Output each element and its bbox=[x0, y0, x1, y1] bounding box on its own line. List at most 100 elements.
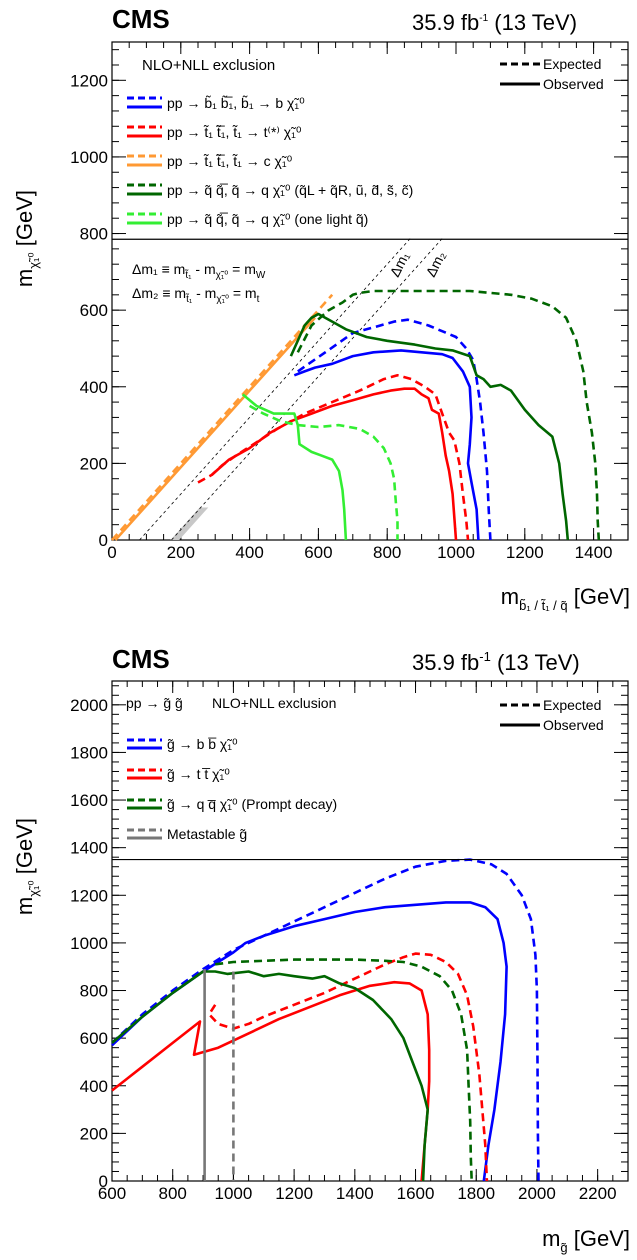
top-ytick-label: 800 bbox=[80, 225, 108, 244]
bottom-lumi-value: 35.9 fb bbox=[412, 650, 479, 675]
bottom-style-expected-label: Expected bbox=[543, 697, 601, 713]
top-band bbox=[170, 507, 209, 540]
top-ytick-label: 1200 bbox=[70, 71, 108, 90]
top-reference-line-dm1 bbox=[139, 237, 412, 541]
bottom-series-t-expected bbox=[207, 952, 489, 1182]
top-y-axis-title: mχ̃₁⁰ [GeV] bbox=[12, 190, 41, 287]
top-ytick-label: 0 bbox=[99, 531, 108, 550]
top-xtick-label: 1400 bbox=[575, 543, 613, 562]
top-series bbox=[111, 289, 601, 541]
bottom-ytick-label: 600 bbox=[80, 1029, 108, 1048]
bottom-legend-process: pp → g̃ g̃ bbox=[126, 695, 183, 711]
bottom-xtick-label: 1600 bbox=[397, 1184, 435, 1203]
top-cms-label: CMS bbox=[112, 4, 170, 34]
bottom-lumi-label: 35.9 fb-1 (13 TeV) bbox=[412, 649, 580, 675]
top-lumi-value: 35.9 fb bbox=[412, 10, 479, 35]
bottom-xtick-label: 1200 bbox=[275, 1184, 313, 1203]
bottom-frame bbox=[111, 680, 629, 1182]
bottom-ytick-label: 800 bbox=[80, 982, 108, 1001]
bottom-ytick-label: 1200 bbox=[70, 886, 108, 905]
bottom-series-q-expected bbox=[215, 958, 473, 1182]
bottom-style-observed-label: Observed bbox=[543, 717, 604, 733]
bottom-series-q-observed bbox=[111, 970, 430, 1182]
bottom-xtick-label: 1800 bbox=[457, 1184, 495, 1203]
top-ref-label-dm2: Δm₂ bbox=[422, 249, 448, 280]
bottom-legend: pp → g̃ g̃ NLO+NLL exclusion Expected Ob… bbox=[126, 695, 604, 842]
top-plot-area: 0 200 400 600 800 1000 1200 1400 0 200 400 600 800 10… bbox=[70, 41, 629, 562]
top-series-squark1-expected bbox=[248, 404, 399, 540]
top-xtick-label: 600 bbox=[304, 543, 332, 562]
top-xtick-label: 400 bbox=[235, 543, 263, 562]
bottom-legend-header-text: NLO+NLL exclusion bbox=[212, 695, 336, 711]
bottom-ytick-label: 200 bbox=[80, 1124, 108, 1143]
top-x-axis-title: mb̃₁ / t̃₁ / q̃ [GeV] bbox=[501, 584, 630, 613]
bottom-xtick-label: 2000 bbox=[518, 1184, 556, 1203]
top-legend-header: NLO+NLL exclusion bbox=[142, 57, 275, 74]
bottom-series bbox=[111, 858, 540, 1182]
bottom-xtick-label: 1000 bbox=[214, 1184, 252, 1203]
top-xtick-label: 1000 bbox=[437, 543, 475, 562]
top-series-sbottom-expected bbox=[297, 318, 492, 541]
top-ref-label-dm1: Δm₁ bbox=[386, 249, 412, 279]
top-series-stop-observed bbox=[210, 387, 458, 541]
top-ytick-label: 1000 bbox=[70, 148, 108, 167]
top-series-charm-observed bbox=[114, 316, 316, 541]
top-annotation-dm2: Δm₂ ≡ mt̃₁ - mχ̃₁⁰ = mt bbox=[132, 285, 260, 305]
top-panel: CMS 35.9 fb-1 (13 TeV) 0 200 400 600 800 1000… bbox=[12, 4, 630, 613]
top-lumi-label: 35.9 fb-1 (13 TeV) bbox=[412, 10, 577, 35]
bottom-ytick-label: 0 bbox=[99, 1172, 108, 1191]
bottom-series-b-expected bbox=[111, 858, 540, 1182]
top-ytick-label: 200 bbox=[80, 454, 108, 473]
top-frame bbox=[111, 41, 629, 541]
top-ytick-label: 400 bbox=[80, 378, 108, 397]
top-ytick-label: 600 bbox=[80, 301, 108, 320]
bottom-xtick-label: 1400 bbox=[336, 1184, 374, 1203]
top-reference-line-dm2 bbox=[171, 238, 443, 541]
top-legend-label-squark8: pp → q̃ q̃̅, q̃ → q χ̃₁⁰ (q̃L + q̃R, ũ, … bbox=[167, 182, 413, 198]
top-ticks: 0 200 400 600 800 1000 1200 1400 0 200 400 600 800 10… bbox=[70, 42, 629, 562]
top-xtick-label: 800 bbox=[373, 543, 401, 562]
bottom-ytick-label: 1600 bbox=[70, 791, 108, 810]
top-annotation-dm1: Δm₁ ≡ mt̃₁ - mχ̃₁⁰ = mW bbox=[132, 261, 266, 281]
bottom-x-axis-title: mg̃ [GeV] bbox=[542, 1226, 630, 1255]
top-legend-label-stop: pp → t̃₁ t̃̅₁, t̃₁ → t⁽*⁾ χ̃₁⁰ bbox=[167, 124, 302, 140]
top-series-squark8-expected bbox=[296, 289, 601, 541]
bottom-legend-label-b: g̃ → b b̅ χ̃₁⁰ bbox=[167, 736, 238, 752]
top-legend-label-sbottom: pp → b̃₁ b̃̅₁, b̃₁ → b χ̃₁⁰ bbox=[167, 95, 305, 111]
top-xtick-label: 1200 bbox=[506, 543, 544, 562]
bottom-series-b-observed bbox=[111, 901, 508, 1182]
top-style-expected-label: Expected bbox=[543, 56, 601, 72]
top-lumi-energy: (13 TeV) bbox=[488, 10, 577, 35]
bottom-xtick-label: 600 bbox=[98, 1184, 126, 1203]
top-reference-lines bbox=[139, 237, 443, 541]
top-lumi-sup: -1 bbox=[479, 13, 488, 24]
bottom-plot-area: 600 800 1000 1200 1400 1600 1800 2000 2200 0 200 40… bbox=[70, 680, 629, 1203]
top-xtick-label: 0 bbox=[107, 543, 116, 562]
bottom-panel: CMS 35.9 fb-1 (13 TeV) 600 800 1000 1200 140… bbox=[12, 644, 630, 1255]
bottom-y-axis-title: mχ̃₁⁰ [GeV] bbox=[12, 818, 41, 915]
top-legend: NLO+NLL exclusion Expected Observed pp →… bbox=[127, 56, 604, 227]
bottom-xtick-label: 800 bbox=[159, 1184, 187, 1203]
bottom-ticks: 600 800 1000 1200 1400 1600 1800 2000 2200 0 200 40… bbox=[70, 681, 629, 1203]
bottom-cms-label: CMS bbox=[112, 644, 170, 674]
top-excluded-band bbox=[170, 507, 209, 540]
bottom-ytick-label: 1000 bbox=[70, 934, 108, 953]
bottom-ytick-label: 1800 bbox=[70, 743, 108, 762]
top-series-squark1-observed bbox=[241, 393, 348, 541]
bottom-legend-label-t: g̃ → t t̅ χ̃₁⁰ bbox=[167, 766, 230, 782]
top-xtick-label: 200 bbox=[167, 543, 195, 562]
bottom-lumi-sup: -1 bbox=[479, 649, 491, 664]
top-series-squark8-observed bbox=[289, 312, 570, 541]
bottom-ytick-label: 2000 bbox=[70, 696, 108, 715]
top-legend-label-squark1: pp → q̃ q̃̅, q̃ → q χ̃₁⁰ (one light q̃) bbox=[167, 211, 368, 227]
bottom-ytick-label: 1400 bbox=[70, 839, 108, 858]
top-series-sbottom-observed bbox=[293, 349, 480, 541]
bottom-series-t-observed bbox=[111, 980, 431, 1182]
top-legend-label-charm: pp → t̃₁ t̃̅₁, t̃₁ → c χ̃₁⁰ bbox=[167, 153, 293, 169]
bottom-xtick-label: 2200 bbox=[579, 1184, 617, 1203]
bottom-ytick-label: 400 bbox=[80, 1077, 108, 1096]
bottom-lumi-energy: (13 TeV) bbox=[491, 650, 580, 675]
bottom-legend-label-meta: Metastable g̃ bbox=[167, 826, 247, 842]
top-style-observed-label: Observed bbox=[543, 76, 604, 92]
